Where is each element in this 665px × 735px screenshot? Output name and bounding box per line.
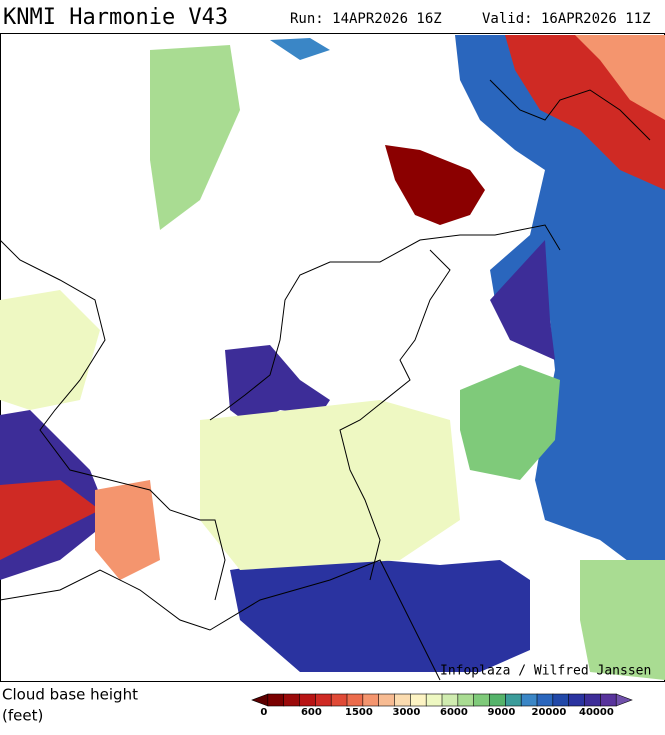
colorbar-label: 40000 <box>579 707 614 718</box>
colorbar-label: 6000 <box>440 707 468 718</box>
cloud-area <box>490 240 555 360</box>
colorbar-segment <box>505 693 522 707</box>
cloud-area <box>95 480 160 580</box>
colorbar-segment <box>410 693 427 707</box>
colorbar-segment <box>283 693 301 707</box>
colorbar-segment <box>473 693 491 707</box>
legend-unit: (feet) <box>2 707 43 725</box>
border-line <box>489 79 651 141</box>
colorbar-segment <box>299 693 316 707</box>
colorbar-segment <box>378 693 396 707</box>
colorbar-segment <box>552 693 570 707</box>
colorbar-label: 20000 <box>532 707 567 718</box>
colorbar-segment <box>584 693 601 707</box>
title: KNMI Harmonie V43 <box>3 5 228 30</box>
colorbar-label: 3000 <box>392 707 420 718</box>
cloud-area <box>575 35 665 120</box>
colorbar-segment <box>536 693 554 707</box>
colorbar: 0 600 1500 3000 6000 9000 20000 40000 <box>251 693 633 718</box>
colorbar-segment <box>267 693 285 707</box>
colorbar-segment <box>441 693 459 707</box>
colorbar-segment <box>315 693 332 707</box>
cloud-area <box>580 560 665 680</box>
credit: Infoplaza / Wilfred Janssen <box>440 664 651 679</box>
cloud-area <box>0 290 100 410</box>
colorbar-segment <box>346 693 364 707</box>
colorbar-segment <box>568 693 586 707</box>
colorbar-segment <box>600 693 617 707</box>
cloud-area <box>460 365 560 480</box>
colorbar-segment <box>362 693 380 707</box>
colorbar-segment <box>330 693 348 707</box>
cloud-area <box>385 145 485 225</box>
cloud-area <box>230 560 530 672</box>
colorbar-segment <box>425 693 443 707</box>
cloud-area <box>0 480 100 560</box>
colorbar-label: 1500 <box>345 707 373 718</box>
cloud-area <box>270 38 330 60</box>
colorbar-arrow <box>251 693 269 707</box>
cloud-area <box>150 45 240 230</box>
run-time: Run: 14APR2026 16Z <box>290 11 442 27</box>
colorbar-segment <box>394 693 411 707</box>
colorbar-label: 0 <box>260 707 267 718</box>
legend-title: Cloud base height <box>2 686 138 704</box>
colorbar-label: 600 <box>301 707 322 718</box>
colorbar-segment <box>457 693 475 707</box>
valid-time: Valid: 16APR2026 11Z <box>482 11 651 27</box>
colorbar-segment <box>520 693 538 707</box>
cloud-area <box>225 345 330 425</box>
colorbar-segment <box>489 693 506 707</box>
border-line <box>0 239 441 681</box>
cloud-area <box>200 400 460 570</box>
border-line <box>209 224 561 581</box>
colorbar-arrow <box>615 693 633 707</box>
map: Infoplaza / Wilfred Janssen <box>0 33 665 682</box>
colorbar-label: 9000 <box>487 707 515 718</box>
cloud-area <box>455 35 665 570</box>
